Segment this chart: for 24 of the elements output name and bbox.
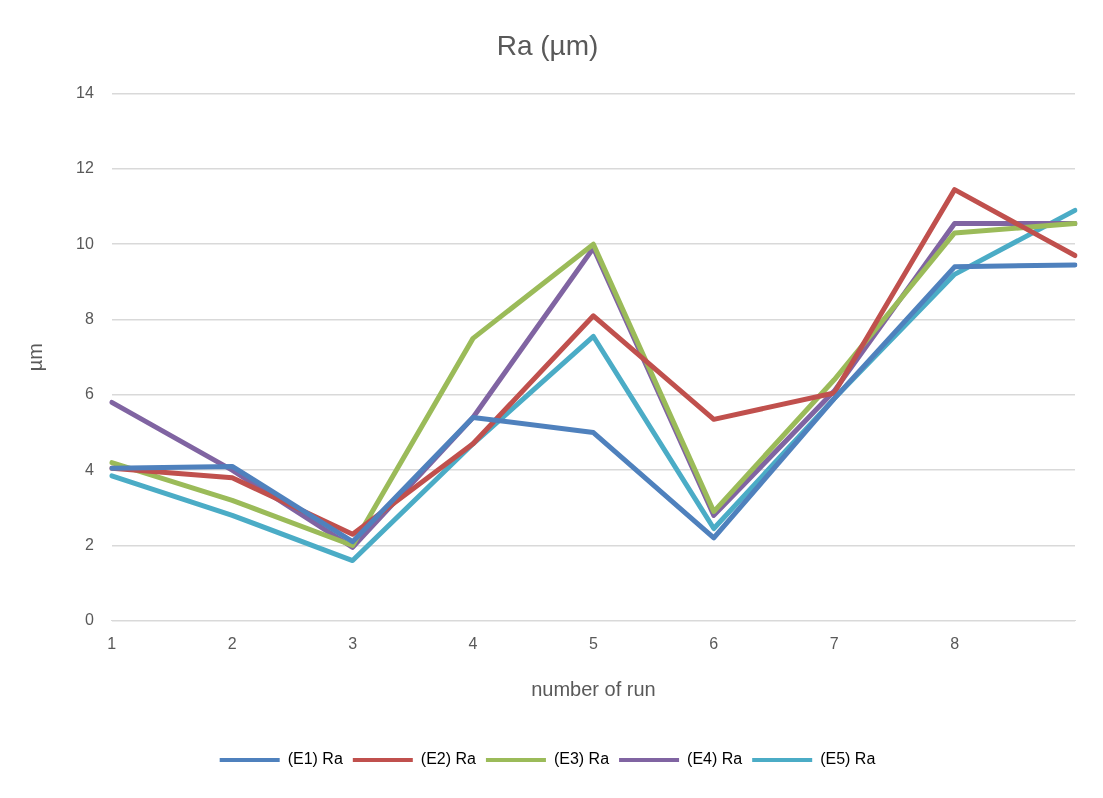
chart-title: Ra (µm) xyxy=(496,29,599,61)
x-tick-label: 1 xyxy=(107,634,117,652)
y-tick-label: 12 xyxy=(76,159,94,177)
x-tick-label: 5 xyxy=(588,634,598,652)
x-axis-title: number of run xyxy=(531,677,656,700)
y-tick-label: 10 xyxy=(76,234,94,252)
x-tick-label: 6 xyxy=(709,634,719,652)
y-axis-title: µm xyxy=(23,343,46,372)
y-tick-label: 6 xyxy=(84,385,94,403)
y-tick-label: 4 xyxy=(84,460,94,478)
x-tick-label: 2 xyxy=(227,634,237,652)
legend-label: (E4) Ra xyxy=(687,750,743,768)
legend-label: (E5) Ra xyxy=(820,750,876,768)
x-tick-label: 4 xyxy=(468,634,478,652)
y-tick-label: 14 xyxy=(76,84,94,102)
y-tick-label: 0 xyxy=(84,611,94,629)
legend-label: (E1) Ra xyxy=(287,750,343,768)
legend-label: (E3) Ra xyxy=(553,750,610,768)
x-tick-label: 3 xyxy=(348,634,358,652)
x-tick-label: 7 xyxy=(829,634,839,652)
x-tick-label: 8 xyxy=(950,634,960,652)
legend-label: (E2) Ra xyxy=(420,750,477,768)
y-tick-label: 8 xyxy=(84,309,94,327)
y-tick-label: 2 xyxy=(84,535,94,553)
